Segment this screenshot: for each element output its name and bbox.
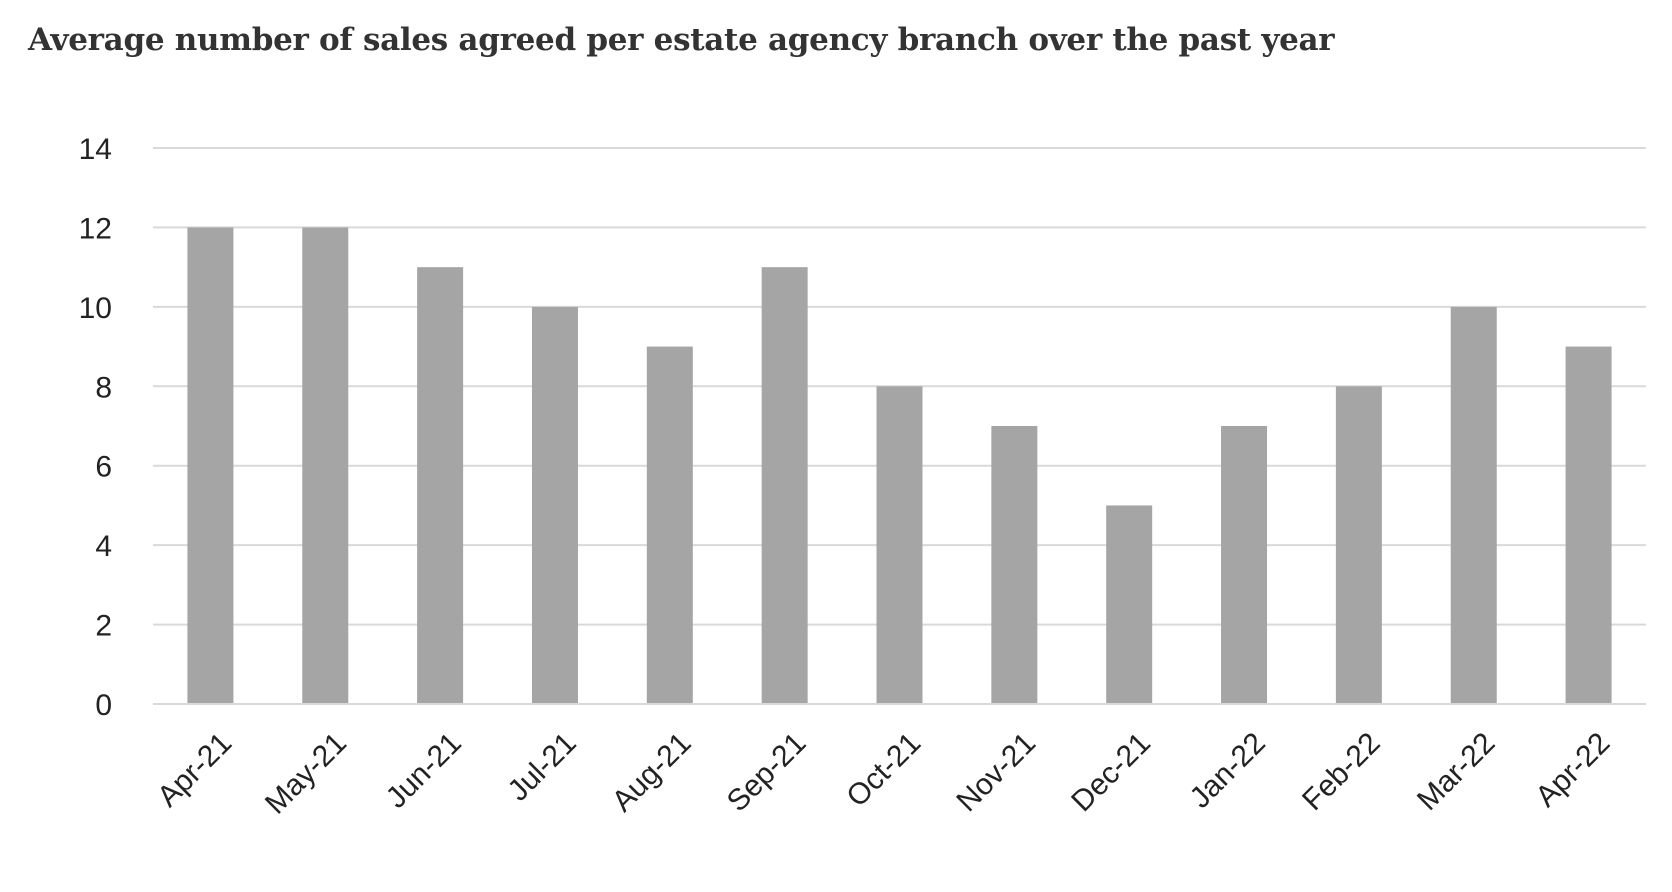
bar [1565,346,1612,704]
bar [417,267,464,704]
bar [876,386,923,704]
x-tick-label: Jan-22 [1184,726,1272,814]
bar [302,227,349,704]
y-tick-label: 8 [95,371,112,404]
x-tick-label: Dec-21 [1065,726,1157,818]
x-tick-label: Jul-21 [502,726,583,807]
x-tick-label: Mar-22 [1411,726,1502,817]
bar [991,426,1038,704]
x-tick-label: Feb-22 [1296,726,1387,817]
x-tick-label: May-21 [259,726,353,820]
bar [1335,386,1382,704]
bar [761,267,808,704]
bar [187,227,234,704]
y-tick-label: 4 [95,530,112,563]
y-tick-label: 14 [79,133,112,166]
bar [1221,426,1268,704]
y-tick-label: 2 [95,610,112,643]
y-tick-label: 0 [95,689,112,722]
y-tick-label: 6 [95,451,112,484]
x-tick-label: Apr-22 [1529,726,1616,813]
chart-title: Average number of sales agreed per estat… [28,22,1335,58]
x-tick-label: Aug-21 [606,726,698,818]
x-tick-label: Jun-21 [380,726,468,814]
y-tick-label: 12 [79,212,112,245]
bar [531,306,578,704]
bar [646,346,693,704]
x-tick-label: Oct-21 [840,726,927,813]
bar [1450,306,1497,704]
y-tick-label: 10 [79,292,112,325]
bar [1106,505,1153,704]
x-tick-label: Apr-21 [151,726,238,813]
x-tick-label: Nov-21 [950,726,1042,818]
x-tick-label: Sep-21 [721,726,813,818]
